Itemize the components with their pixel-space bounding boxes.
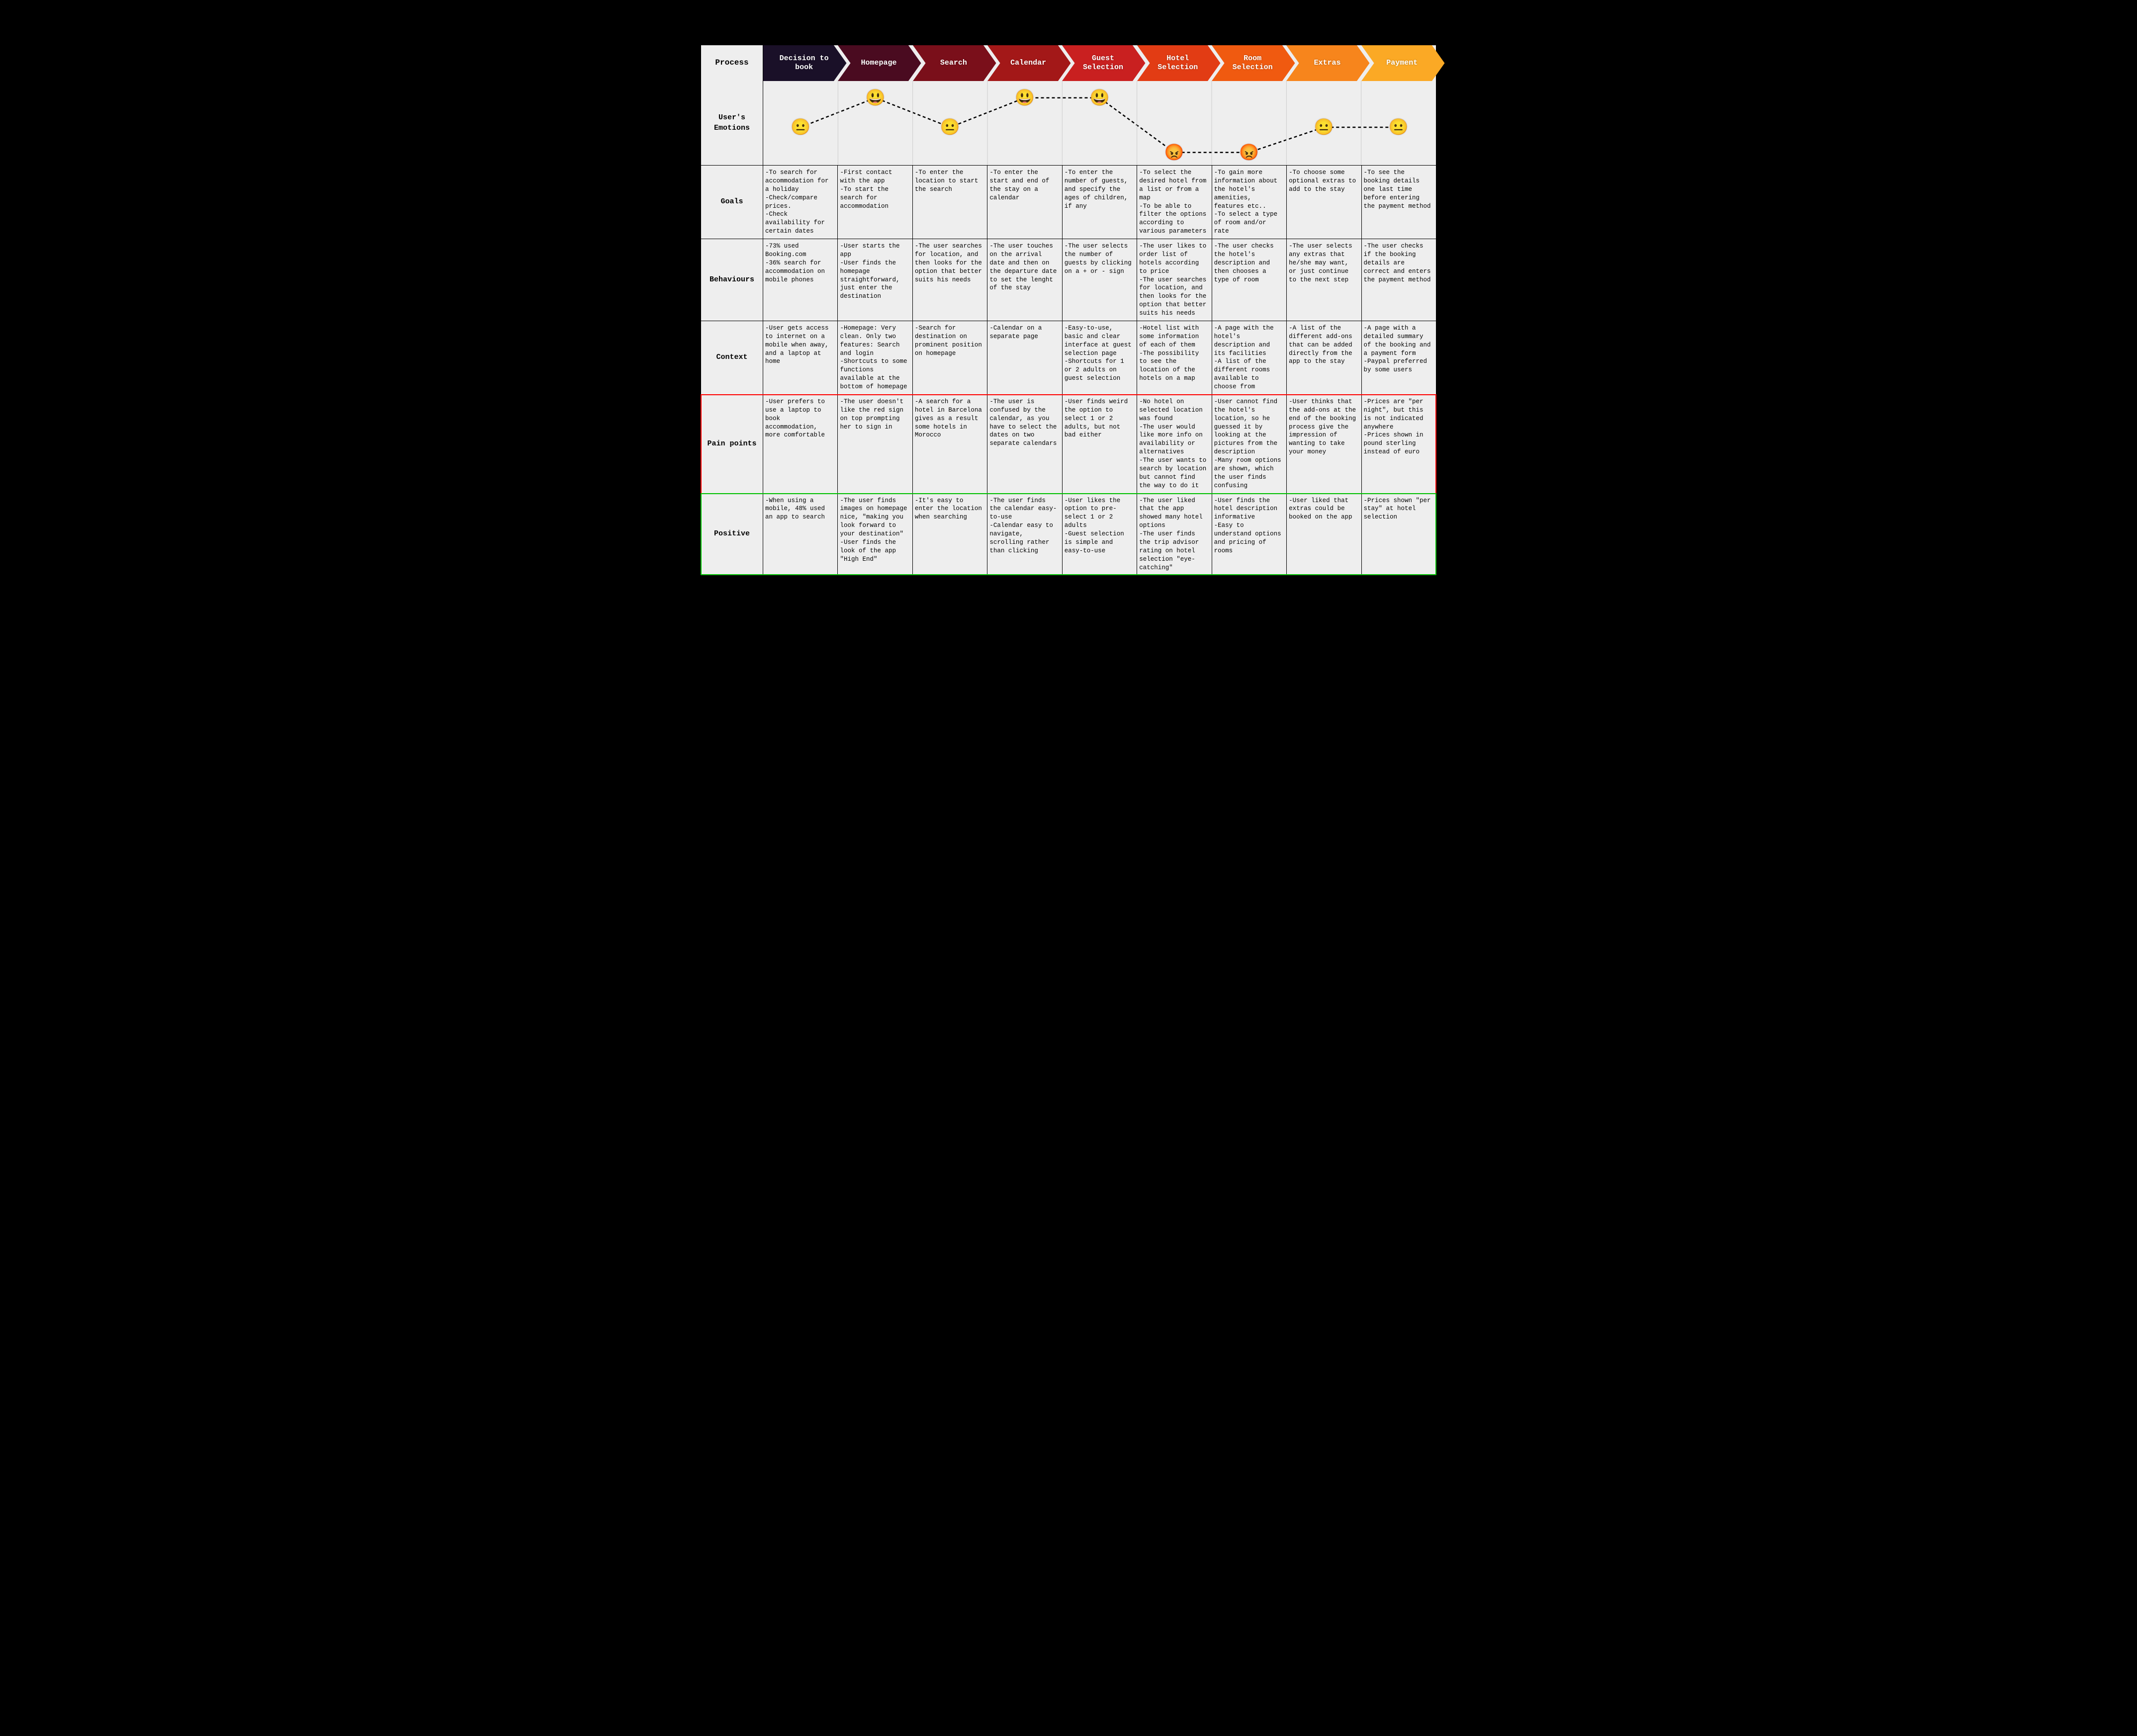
pain-label: Pain points [701, 395, 763, 493]
emotions-row: User's Emotions 😐 😃 😐 😃 😃 😡 😡 😐 😐 [701, 81, 1436, 166]
behaviours-cell: -The user selects any extras that he/she… [1287, 239, 1361, 321]
behaviours-label: Behaviours [701, 239, 763, 321]
goals-cell: -To enter the start and end of the stay … [987, 166, 1062, 239]
emotion-emoji: 😃 [1090, 88, 1110, 108]
pain-cell: -User thinks that the add-ons at the end… [1287, 395, 1361, 493]
emotion-emoji: 😐 [1314, 117, 1334, 137]
pain-cell: -User cannot find the hotel's location, … [1212, 395, 1287, 493]
emotion-emoji: 😃 [866, 88, 886, 108]
positive-cell: -User likes the option to pre-select 1 o… [1063, 494, 1137, 575]
goals-cell: -To enter the location to start the sear… [913, 166, 987, 239]
goals-cell: -To gain more information about the hote… [1212, 166, 1287, 239]
behaviours-cell: -The user checks the hotel's description… [1212, 239, 1287, 321]
stage-header-label: Payment [1376, 59, 1421, 68]
stage-header: Decision to book [763, 45, 838, 81]
emotion-emoji: 😐 [791, 117, 810, 137]
behaviours-cell: -The user searches for location, and the… [913, 239, 987, 321]
stage-header-label: Decision to book [763, 54, 838, 72]
behaviours-row: Behaviours -73% used Booking.com -36% se… [701, 239, 1436, 321]
positive-label: Positive [701, 494, 763, 575]
positive-row: Positive -When using a mobile, 48% used … [701, 494, 1436, 575]
goals-label: Goals [701, 166, 763, 239]
goals-cell: -To see the booking details one last tim… [1362, 166, 1436, 239]
context-cell: -A page with the hotel's description and… [1212, 321, 1287, 394]
context-cell: -User gets access to internet on a mobil… [763, 321, 838, 394]
stage-header: Calendar [987, 45, 1062, 81]
context-cell: -Calendar on a separate page [987, 321, 1062, 394]
pain-cell: -No hotel on selected location was found… [1137, 395, 1212, 493]
context-cell: -Homepage: Very clean. Only two features… [838, 321, 912, 394]
context-row: Context -User gets access to internet on… [701, 321, 1436, 395]
positive-cell: -Prices shown "per stay" at hotel select… [1362, 494, 1436, 575]
context-cell: -Easy-to-use, basic and clear interface … [1063, 321, 1137, 394]
goals-cell: -To select the desired hotel from a list… [1137, 166, 1212, 239]
stage-header: Room Selection [1212, 45, 1286, 81]
behaviours-cell: -User starts the app -User finds the hom… [838, 239, 912, 321]
behaviours-cell: -The user likes to order list of hotels … [1137, 239, 1212, 321]
stage-header: Search [913, 45, 987, 81]
pain-cell: -A search for a hotel in Barcelona gives… [913, 395, 987, 493]
behaviours-cell: -The user touches on the arrival date an… [987, 239, 1062, 321]
stage-header: Hotel Selection [1137, 45, 1212, 81]
stage-header: Guest Selection [1062, 45, 1137, 81]
positive-cell: -User finds the hotel description inform… [1212, 494, 1287, 575]
context-label: Context [701, 321, 763, 394]
stage-header-label: Homepage [851, 59, 899, 68]
emotion-emoji: 😡 [1239, 143, 1259, 163]
stage-header-label: Hotel Selection [1137, 54, 1212, 72]
pain-cell: -User finds weird the option to select 1… [1063, 395, 1137, 493]
goals-cell: -To search for accommodation for a holid… [763, 166, 838, 239]
context-cell: -A page with a detailed summary of the b… [1362, 321, 1436, 394]
positive-cell: -The user finds the calendar easy-to-use… [987, 494, 1062, 575]
goals-cell: -To enter the number of guests, and spec… [1063, 166, 1137, 239]
positive-cell: -When using a mobile, 48% used an app to… [763, 494, 838, 575]
context-cell: -A list of the different add-ons that ca… [1287, 321, 1361, 394]
behaviours-cell: -73% used Booking.com -36% search for ac… [763, 239, 838, 321]
goals-cell: -To choose some optional extras to add t… [1287, 166, 1361, 239]
goals-cell: -First contact with the app -To start th… [838, 166, 912, 239]
stage-header-label: Guest Selection [1062, 54, 1137, 72]
process-label: Process [701, 45, 763, 81]
emotion-emoji: 😐 [940, 117, 960, 137]
pain-cell: -Prices are "per night", but this is not… [1362, 395, 1436, 493]
behaviours-cell: -The user selects the number of guests b… [1063, 239, 1137, 321]
pain-cell: -The user is confused by the calendar, a… [987, 395, 1062, 493]
goals-row: Goals -To search for accommodation for a… [701, 166, 1436, 239]
stage-header-label: Calendar [1000, 59, 1049, 68]
positive-cell: -User liked that extras could be booked … [1287, 494, 1361, 575]
emotion-emoji: 😃 [1015, 88, 1035, 108]
header-row: Process Decision to book Homepage Search Ca… [701, 45, 1436, 81]
emotions-label: User's Emotions [701, 81, 763, 165]
stage-header-label: Search [930, 59, 970, 68]
context-cell: -Hotel list with some information of eac… [1137, 321, 1212, 394]
emotion-emoji: 😐 [1389, 117, 1409, 137]
pain-cell: -The user doesn't like the red sign on t… [838, 395, 912, 493]
pain-cell: -User prefers to use a laptop to book ac… [763, 395, 838, 493]
stage-header-label: Room Selection [1212, 54, 1286, 72]
stage-header: Payment [1361, 45, 1436, 81]
emotion-emoji: 😡 [1164, 143, 1184, 163]
pain-row: Pain points -User prefers to use a lapto… [701, 395, 1436, 494]
positive-cell: -The user finds images on homepage nice,… [838, 494, 912, 575]
behaviours-cell: -The user checks if the booking details … [1362, 239, 1436, 321]
journey-map: Process Decision to book Homepage Search Ca… [701, 45, 1436, 575]
context-cell: -Search for destination on prominent pos… [913, 321, 987, 394]
positive-cell: -It's easy to enter the location when se… [913, 494, 987, 575]
stage-header: Extras [1286, 45, 1361, 81]
stage-header-label: Extras [1304, 59, 1343, 68]
stage-header: Homepage [838, 45, 912, 81]
positive-cell: -The user liked that the app showed many… [1137, 494, 1212, 575]
emotions-chart: 😐 😃 😐 😃 😃 😡 😡 😐 😐 [763, 81, 1436, 165]
